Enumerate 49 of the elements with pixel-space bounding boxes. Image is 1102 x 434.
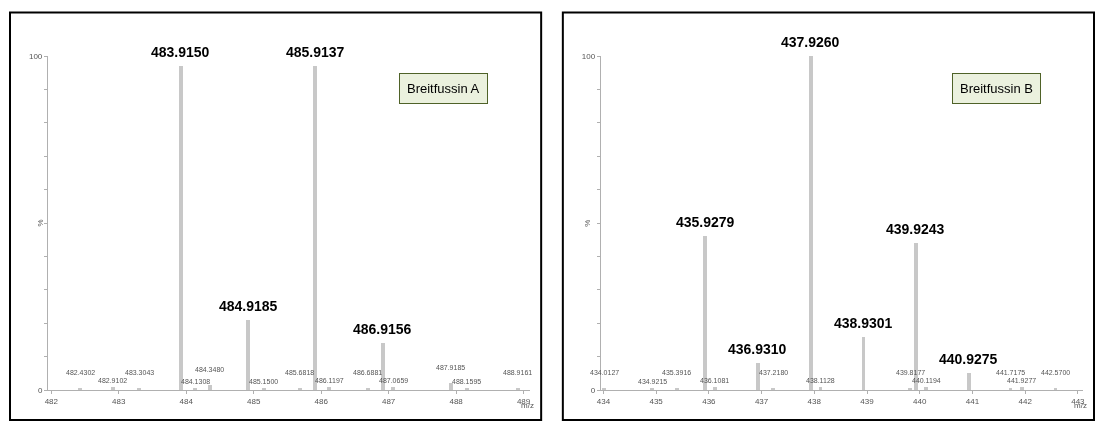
bar <box>712 387 717 390</box>
x-tick-label: 437 <box>754 396 769 406</box>
bar <box>178 66 183 390</box>
bar <box>245 320 250 390</box>
y-tick-label: 100 <box>28 51 43 61</box>
annotation: 437.9260 <box>781 34 840 50</box>
bar <box>1019 387 1024 390</box>
annotation: 440.9275 <box>939 351 998 367</box>
annotation: 486.9156 <box>353 321 412 337</box>
bar <box>448 383 453 390</box>
bar <box>312 66 317 390</box>
bar <box>207 385 212 390</box>
bar <box>110 387 115 390</box>
annotation: 435.9279 <box>676 214 735 230</box>
bar <box>861 337 865 390</box>
x-tick-label: 483 <box>112 396 126 406</box>
x-tick-label: 487 <box>381 396 396 406</box>
annotation: 484.9185 <box>219 298 278 314</box>
annotation: 439.9243 <box>886 221 945 237</box>
y-tick-label: 0 <box>37 385 43 395</box>
x-tick-label: 484 <box>179 396 194 406</box>
x-tick-label: 488 <box>449 396 464 406</box>
bar <box>390 387 395 390</box>
y-tick-label: 100 <box>581 51 596 61</box>
annotation: 485.9137 <box>286 44 345 60</box>
annotation: Breitfussin B <box>960 81 1033 96</box>
annotation: 436.9310 <box>728 341 787 357</box>
bar <box>818 387 822 390</box>
x-tick-label: 442 <box>1018 396 1033 406</box>
x-tick-label: 438 <box>807 396 822 406</box>
x-tick-label: 434 <box>596 396 611 406</box>
x-tick-label: 440 <box>913 396 927 406</box>
annotation: 483.9150 <box>151 44 210 60</box>
y-axis-title: % <box>36 219 46 227</box>
x-tick-label: 485 <box>247 396 261 406</box>
bar <box>326 387 331 390</box>
x-tick-label: 486 <box>314 396 329 406</box>
annotation: 438.9301 <box>834 315 893 331</box>
bar <box>923 387 928 390</box>
x-tick-label: 439 <box>860 396 875 406</box>
bar <box>755 363 760 390</box>
x-tick-label: 435 <box>649 396 664 406</box>
annotation: Breitfussin A <box>407 81 480 96</box>
x-tick-label: 441 <box>965 396 980 406</box>
x-tick-label: 482 <box>44 396 59 406</box>
x-tick-label: 436 <box>702 396 717 406</box>
y-axis-title: % <box>582 219 592 227</box>
bar <box>966 373 971 390</box>
y-tick-label: 0 <box>590 385 596 395</box>
